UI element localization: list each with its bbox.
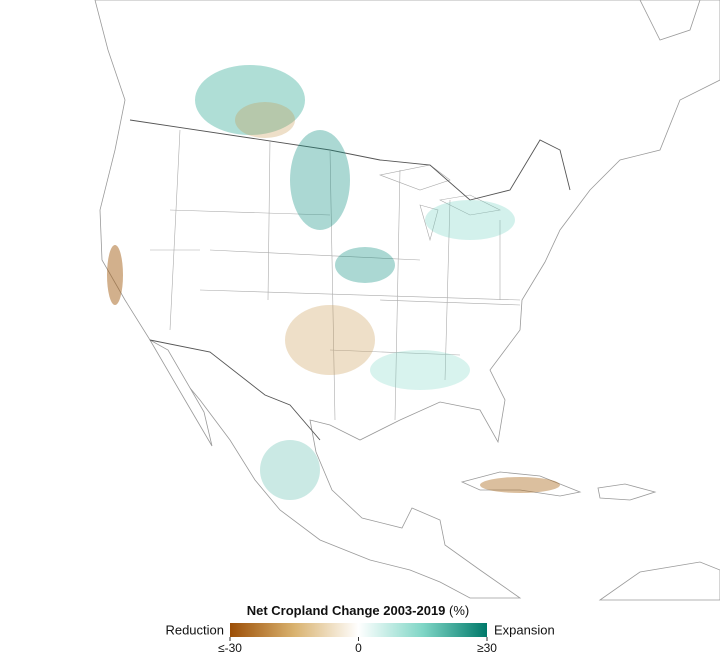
cropland-patch <box>290 130 350 230</box>
tick-label: 0 <box>355 641 362 655</box>
legend: Net Cropland Change 2003-2019 (%) Reduct… <box>165 603 554 637</box>
cropland-patch <box>107 245 123 305</box>
cropland-patch <box>260 440 320 500</box>
cropland-patch <box>425 200 515 240</box>
baja <box>148 338 213 447</box>
cuba <box>460 471 582 497</box>
basemap <box>94 0 720 601</box>
great-lakes <box>378 164 501 242</box>
cropland-patch <box>195 65 305 135</box>
us-mexico-border <box>149 339 321 441</box>
cropland-patch <box>480 477 560 493</box>
legend-unit: (%) <box>449 603 469 618</box>
cropland-patch <box>285 305 375 375</box>
state-lines <box>150 129 521 421</box>
legend-title: Net Cropland Change 2003-2019 (%) <box>247 603 470 618</box>
tick-label: ≤-30 <box>218 641 242 655</box>
cropland-change <box>107 65 560 500</box>
greenland-edge <box>639 0 701 41</box>
cropland-patch <box>370 350 470 390</box>
us-canada-border <box>129 119 571 201</box>
low-label: Reduction <box>165 622 224 637</box>
south-america <box>598 561 720 601</box>
cropland-patch <box>235 102 295 138</box>
continent <box>94 0 720 599</box>
legend-title-text: Net Cropland Change 2003-2019 <box>247 603 446 618</box>
colorbar <box>230 623 487 637</box>
cropland-patch <box>335 247 395 283</box>
hispaniola <box>597 483 657 501</box>
tick-label: ≥30 <box>477 641 497 655</box>
high-label: Expansion <box>494 622 555 637</box>
